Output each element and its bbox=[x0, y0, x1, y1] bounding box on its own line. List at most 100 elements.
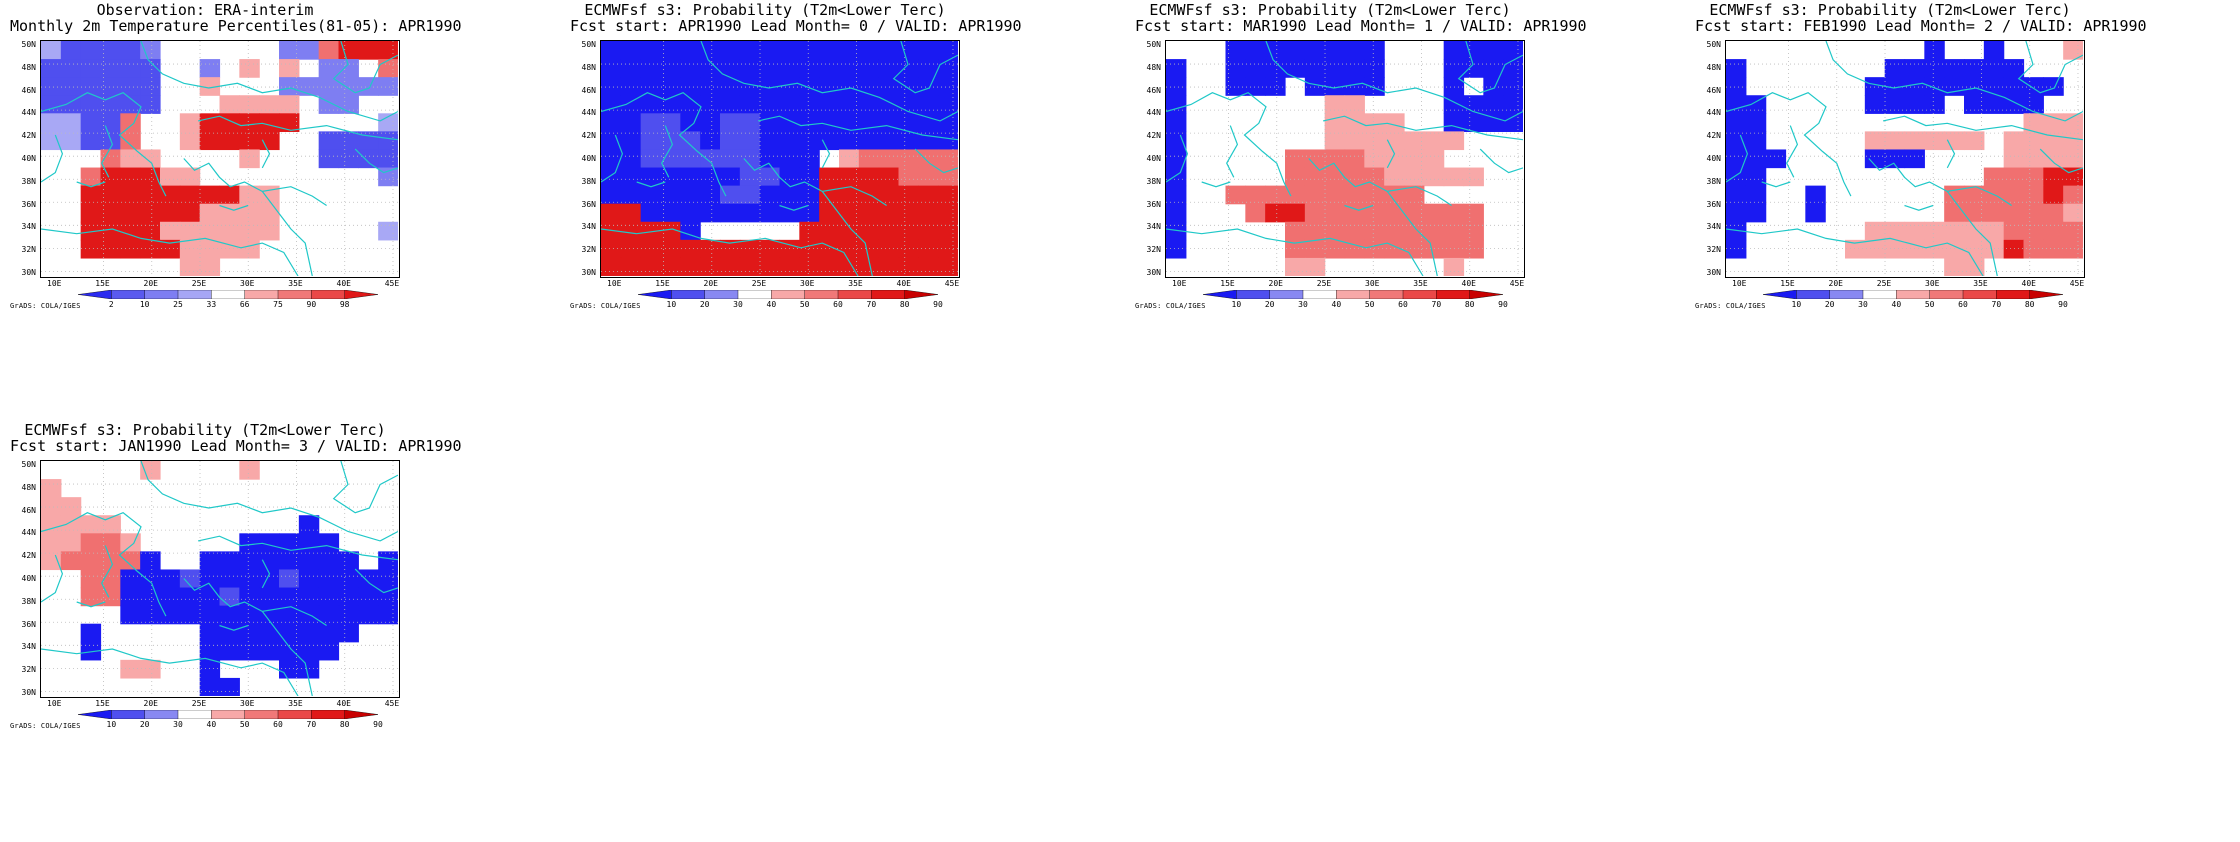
longitude-label: 20E bbox=[143, 699, 158, 708]
coastline bbox=[41, 648, 299, 696]
grid-cell bbox=[199, 239, 221, 259]
grid-cell bbox=[358, 569, 379, 589]
coastline bbox=[1726, 134, 1749, 183]
grid-cell bbox=[680, 149, 701, 169]
grid-cell bbox=[279, 569, 300, 589]
grid-cell bbox=[1745, 113, 1767, 132]
grid-cell bbox=[1964, 77, 1985, 96]
grid-cell bbox=[739, 149, 761, 169]
grid-cell bbox=[259, 95, 280, 114]
grid-cell bbox=[2023, 149, 2044, 169]
grid-cell bbox=[239, 59, 260, 78]
grid-cell bbox=[1483, 41, 1504, 60]
grid-cell bbox=[199, 677, 221, 696]
grid-cell bbox=[1964, 221, 1985, 241]
grid-cell bbox=[279, 623, 300, 643]
grid-cell bbox=[160, 587, 181, 607]
grid-cell bbox=[41, 479, 62, 498]
grid-cell bbox=[1805, 185, 1826, 205]
grid-cell bbox=[199, 113, 221, 132]
longitude-label: 30E bbox=[240, 279, 255, 288]
grid-cell bbox=[759, 239, 781, 259]
grid-cell bbox=[1245, 59, 1266, 78]
grid-cell bbox=[259, 641, 280, 661]
colorbar-tick-label: 90 bbox=[933, 300, 943, 309]
colorbar-tick-label: 90 bbox=[306, 300, 317, 309]
grid-cell bbox=[1503, 95, 1523, 114]
colorbar-tick-label: 40 bbox=[1331, 300, 1342, 309]
latitude-label: 42N bbox=[1146, 131, 1161, 141]
latitude-label: 44N bbox=[1146, 108, 1161, 118]
grid-cell bbox=[601, 131, 622, 151]
grid-cell bbox=[640, 59, 662, 78]
grid-cell bbox=[2003, 77, 2025, 96]
grid-cell bbox=[799, 131, 820, 151]
grid-cell bbox=[219, 605, 240, 625]
grid-cell bbox=[2023, 167, 2044, 187]
grid-cell bbox=[378, 605, 398, 625]
latitude-label: 46N bbox=[21, 85, 36, 95]
grid-cell bbox=[1364, 149, 1385, 169]
grid-cell bbox=[1726, 77, 1747, 96]
grid-cell bbox=[1324, 131, 1346, 151]
grid-cell bbox=[219, 641, 240, 661]
grid-cell bbox=[938, 239, 958, 259]
colorbar-tick-label: 25 bbox=[173, 300, 183, 309]
grid-cell bbox=[199, 551, 221, 571]
coastline bbox=[636, 181, 666, 188]
grid-cell bbox=[1503, 77, 1523, 96]
grid-cell bbox=[80, 113, 102, 132]
latitude-label: 30N bbox=[1146, 268, 1161, 277]
grid-cell bbox=[239, 461, 260, 480]
grid-cell bbox=[759, 41, 781, 60]
grid-cell bbox=[1265, 203, 1286, 223]
grid-cell bbox=[279, 551, 300, 571]
coastline bbox=[757, 115, 958, 141]
grid-cell bbox=[839, 41, 860, 60]
grid-cell bbox=[1324, 113, 1346, 132]
longitude-label: 40E bbox=[2021, 279, 2036, 288]
colorbar bbox=[1203, 290, 1503, 299]
coastline bbox=[332, 41, 398, 94]
grid-cell bbox=[1225, 41, 1246, 60]
grid-cell bbox=[120, 185, 141, 205]
grid-cell bbox=[2023, 131, 2044, 151]
grid-cell bbox=[1404, 185, 1425, 205]
grid-cell bbox=[739, 95, 761, 114]
grid-cell bbox=[80, 167, 102, 187]
panel-title-line-2: Fcst start: APR1990 Lead Month= 0 / VALI… bbox=[570, 17, 1022, 35]
grid-cell bbox=[1344, 221, 1365, 241]
grid-cell bbox=[60, 551, 82, 571]
coastline bbox=[354, 148, 398, 174]
colorbar-tick-label: 98 bbox=[339, 300, 350, 309]
grid-cell bbox=[1745, 131, 1767, 151]
coastline bbox=[1344, 204, 1374, 211]
grid-cell bbox=[700, 131, 721, 151]
latitude-label: 50N bbox=[21, 40, 36, 49]
coastline bbox=[892, 41, 958, 94]
colorbar-tick-label: 40 bbox=[1891, 300, 1902, 309]
grid-cell bbox=[640, 77, 662, 96]
grid-cell bbox=[239, 587, 260, 607]
grid-cell bbox=[120, 605, 141, 625]
grid-cell bbox=[700, 113, 721, 132]
grid-cell bbox=[839, 95, 860, 114]
grid-cell bbox=[1344, 149, 1365, 169]
grid-cell bbox=[1964, 185, 1985, 205]
grid-cell bbox=[640, 257, 662, 276]
grid-cell bbox=[2003, 59, 2025, 78]
grid-cell bbox=[100, 41, 121, 60]
latitude-label: 32N bbox=[1706, 245, 1721, 255]
grid-cell bbox=[858, 257, 880, 276]
grid-cell bbox=[680, 77, 701, 96]
coastline bbox=[76, 601, 106, 608]
grads-credit: GrADS: COLA/IGES bbox=[1695, 302, 1766, 310]
grid-cell bbox=[1443, 239, 1465, 259]
latitude-label: 36N bbox=[1146, 199, 1161, 209]
grid-cell bbox=[720, 203, 741, 223]
latitude-label: 30N bbox=[21, 268, 36, 277]
grid-cell bbox=[1845, 239, 1866, 259]
grid-cell bbox=[140, 203, 161, 223]
grid-cell bbox=[1344, 203, 1365, 223]
grid-cell bbox=[2003, 131, 2025, 151]
